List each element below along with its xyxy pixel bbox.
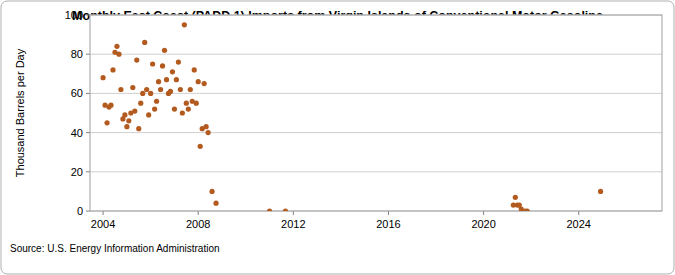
point <box>104 120 109 125</box>
grid-line <box>90 54 662 55</box>
point <box>152 106 157 111</box>
point <box>164 77 169 82</box>
point <box>206 130 211 135</box>
point <box>598 189 603 194</box>
plot-area <box>90 15 662 211</box>
point <box>204 124 209 129</box>
y-tick <box>86 132 90 133</box>
series <box>100 22 603 211</box>
grid-line <box>90 93 662 94</box>
point <box>182 22 187 27</box>
point <box>108 103 113 108</box>
point <box>142 40 147 45</box>
point <box>525 208 530 211</box>
source-note: Source: U.S. Energy Information Administ… <box>10 243 220 254</box>
point <box>160 63 165 68</box>
point <box>184 101 189 106</box>
x-tick-label: 2016 <box>376 218 400 230</box>
point <box>100 75 105 80</box>
y-tick-label: 60 <box>71 87 83 99</box>
x-tick-label: 2012 <box>281 218 305 230</box>
point <box>168 89 173 94</box>
point <box>188 87 193 92</box>
point <box>174 77 179 82</box>
point <box>146 112 151 117</box>
point <box>148 91 153 96</box>
point <box>209 189 214 194</box>
x-tick <box>103 211 104 215</box>
x-tick <box>483 211 484 215</box>
grid-line <box>90 132 662 133</box>
point <box>513 195 518 200</box>
point <box>116 52 121 57</box>
point <box>178 87 183 92</box>
y-tick-label: 40 <box>71 127 83 139</box>
point <box>118 87 123 92</box>
point <box>130 85 135 90</box>
point <box>192 67 197 72</box>
point <box>156 79 161 84</box>
chart: Monthly East Coast (PADD 1) Imports from… <box>0 0 675 275</box>
point <box>150 61 155 66</box>
point <box>132 108 137 113</box>
point <box>154 99 159 104</box>
grid-line <box>90 171 662 172</box>
x-tick <box>293 211 294 215</box>
point <box>158 87 163 92</box>
outer-border <box>1 1 674 274</box>
x-tick <box>198 211 199 215</box>
y-tick-label: 80 <box>71 48 83 60</box>
point <box>186 106 191 111</box>
point <box>283 208 288 211</box>
y-axis-label: Thousand Barrels per Day <box>14 48 26 177</box>
point <box>180 110 185 115</box>
point <box>144 87 149 92</box>
point <box>122 112 127 117</box>
x-tick <box>388 211 389 215</box>
point <box>194 101 199 106</box>
y-tick-label: 0 <box>77 205 83 217</box>
y-tick-label: 20 <box>71 166 83 178</box>
plot-frame <box>90 15 662 211</box>
point <box>198 144 203 149</box>
point <box>176 59 181 64</box>
x-tick-label: 2024 <box>567 218 591 230</box>
x-tick-label: 2008 <box>186 218 210 230</box>
point <box>110 67 115 72</box>
point <box>196 79 201 84</box>
y-tick <box>86 93 90 94</box>
x-tick-label: 2020 <box>471 218 495 230</box>
point <box>138 101 143 106</box>
point <box>267 208 272 211</box>
point <box>162 48 167 53</box>
point <box>140 91 145 96</box>
y-tick <box>86 211 90 212</box>
point <box>114 44 119 49</box>
point <box>136 126 141 131</box>
point <box>202 81 207 86</box>
point <box>134 57 139 62</box>
point <box>170 69 175 74</box>
point <box>124 124 129 129</box>
y-tick-label: 100 <box>65 9 83 21</box>
y-tick <box>86 54 90 55</box>
y-tick <box>86 171 90 172</box>
point <box>126 118 131 123</box>
y-tick <box>86 15 90 16</box>
x-tick <box>578 211 579 215</box>
point <box>213 201 218 206</box>
point <box>172 106 177 111</box>
x-tick-label: 2004 <box>91 218 115 230</box>
